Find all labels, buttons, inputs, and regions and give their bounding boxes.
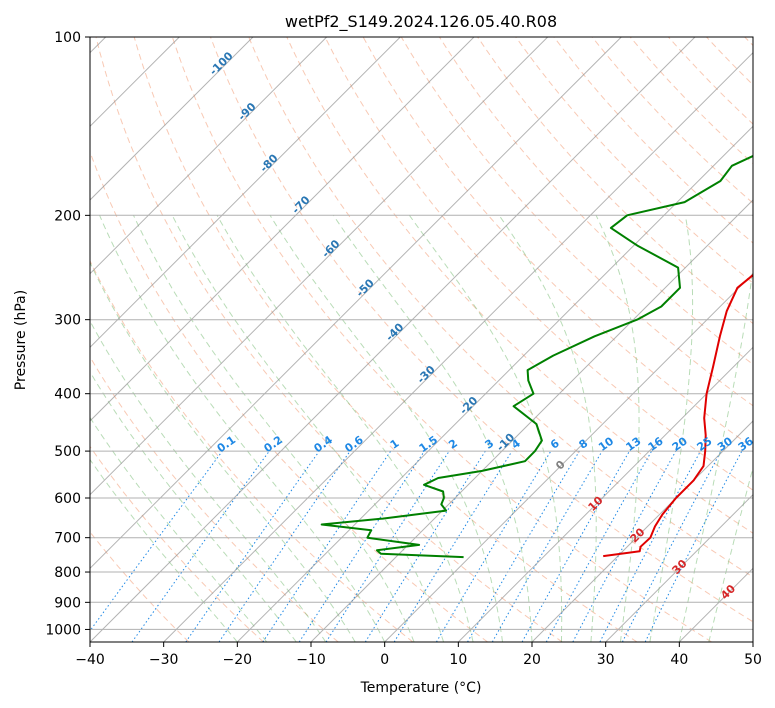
y-axis: 1000 900 800 700 600 500 400 300 200 100 (45, 30, 90, 638)
isotherm-line (90, 37, 328, 275)
y-tick-label: 600 (54, 491, 81, 507)
y-tick-label: 100 (54, 30, 81, 46)
dry-adiabat-line (248, 37, 753, 578)
isotherm-line (90, 37, 254, 201)
x-tick-label: 30 (597, 652, 615, 668)
temperature-line (603, 273, 753, 558)
chart-title: wetPf2_S149.2024.126.05.40.R08 (285, 12, 557, 32)
x-tick-label: 40 (670, 652, 688, 668)
y-tick-label: 1000 (45, 622, 81, 638)
isotherm-line (384, 272, 753, 642)
mixing-ratio-line (393, 450, 513, 642)
moist-adiabat-line (332, 215, 533, 642)
isotherm-line (90, 37, 696, 642)
dry-adiabat-line (95, 37, 563, 642)
x-axis-label: Temperature (°C) (360, 680, 482, 696)
x-tick-label: −40 (75, 652, 105, 668)
moist-adiabat-line (171, 215, 445, 642)
y-tick-label: 700 (54, 531, 81, 547)
isotherm-line (457, 346, 753, 642)
dry-adiabat-line (133, 37, 638, 642)
moist-adiabat-line (595, 215, 640, 642)
moist-adiabat-line (216, 215, 474, 642)
isotherm-line (90, 37, 549, 496)
moist-adiabat-line (133, 215, 415, 642)
dewpoint-line (320, 154, 753, 559)
y-tick-label: 200 (54, 208, 81, 224)
moist-adiabat-line (90, 458, 238, 642)
mixing-ratio-line (467, 450, 580, 642)
isotherm-line (531, 420, 753, 642)
y-tick-label: 900 (54, 595, 81, 611)
moist-adiabat-line (90, 261, 356, 642)
x-tick-label: −20 (223, 652, 253, 668)
moist-adiabat-line (90, 416, 268, 642)
dry-adiabat-line (90, 445, 264, 642)
mixing-ratio-line (90, 450, 223, 632)
moist-adiabat-line (90, 320, 327, 642)
dry-adiabat-line (90, 259, 414, 642)
x-tick-label: 50 (744, 652, 762, 668)
dry-adiabat-line (210, 37, 753, 623)
x-tick-label: 10 (449, 652, 467, 668)
y-tick-label: 300 (54, 313, 81, 329)
isotherm-line (605, 493, 753, 642)
x-tick-label: −30 (149, 652, 179, 668)
moist-adiabat-line (408, 215, 563, 642)
dry-adiabat-line (515, 37, 753, 284)
series-lines (320, 154, 753, 559)
isotherm-line (236, 125, 753, 642)
mixing-ratio-line (435, 450, 552, 642)
y-axis-label: Pressure (hPa) (13, 290, 29, 390)
x-tick-label: 20 (523, 652, 541, 668)
isotherm-line (163, 51, 753, 642)
mixing-ratio-line (185, 450, 320, 642)
isotherm-line (90, 37, 401, 349)
mixing-ratio-line (131, 450, 270, 642)
x-tick-label: −10 (296, 652, 326, 668)
y-tick-label: 800 (54, 565, 81, 581)
moist-adiabat-line (99, 215, 386, 642)
mixing-ratio-line (491, 450, 603, 642)
dry-adiabat-line (629, 37, 753, 165)
plot-frame (89, 36, 754, 643)
moist-adiabat-line (269, 215, 503, 642)
y-tick-label: 500 (54, 444, 81, 460)
isotherm-line (90, 37, 622, 570)
y-tick-label: 400 (54, 387, 81, 403)
dry-adiabat-line (400, 37, 753, 407)
dry-adiabat-line (324, 37, 753, 491)
mixing-ratio-line (572, 450, 677, 642)
plot-background (90, 37, 753, 642)
x-tick-label: 0 (380, 652, 389, 668)
isotherm-line (310, 199, 753, 642)
moist-adiabat-line (90, 370, 297, 642)
x-axis: −40 −30 −20 −10 0 10 20 30 40 50 (75, 642, 762, 668)
mixing-ratio-line (218, 450, 351, 642)
dry-adiabat-line (477, 37, 753, 325)
dry-adiabat-line (591, 37, 753, 204)
grid (90, 37, 753, 642)
isotherm-line (752, 641, 753, 642)
mixing-ratio-line (364, 450, 486, 642)
isotherm-line (90, 37, 475, 422)
dry-adiabat-line (171, 37, 712, 642)
moist-adiabat-line (678, 264, 753, 642)
mixing-ratio-line (521, 450, 630, 642)
moist-adiabat-line (649, 215, 694, 642)
